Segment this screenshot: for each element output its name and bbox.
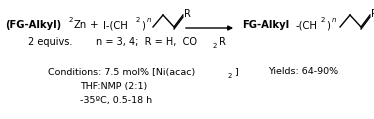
Text: Conditions: 7.5 mol% [Ni(acac): Conditions: 7.5 mol% [Ni(acac) [48,67,195,77]
Text: n: n [332,17,337,23]
Text: Yields: 64-90%: Yields: 64-90% [268,67,338,77]
Text: 2 equivs.: 2 equivs. [28,37,73,47]
Text: R: R [184,9,191,19]
Text: 2: 2 [228,73,232,79]
Text: 2: 2 [69,17,73,23]
Text: -(CH: -(CH [296,20,318,30]
Text: n: n [147,17,151,23]
Text: +: + [90,20,99,30]
Text: THF:NMP (2:1): THF:NMP (2:1) [80,82,147,92]
Text: 2: 2 [213,43,217,49]
Text: Zn: Zn [74,20,87,30]
Text: ): ) [326,20,330,30]
Text: I-(CH: I-(CH [103,20,128,30]
Text: FG-Alkyl: FG-Alkyl [242,20,289,30]
Text: (FG-Alkyl): (FG-Alkyl) [5,20,61,30]
Text: R: R [371,9,374,19]
Text: ): ) [141,20,145,30]
Text: -35ºC, 0.5-18 h: -35ºC, 0.5-18 h [80,97,152,106]
Text: R: R [219,37,226,47]
Text: ]: ] [234,67,238,77]
Text: 2: 2 [136,17,140,23]
Text: 2: 2 [321,17,325,23]
Text: n = 3, 4;  R = H,  CO: n = 3, 4; R = H, CO [96,37,197,47]
